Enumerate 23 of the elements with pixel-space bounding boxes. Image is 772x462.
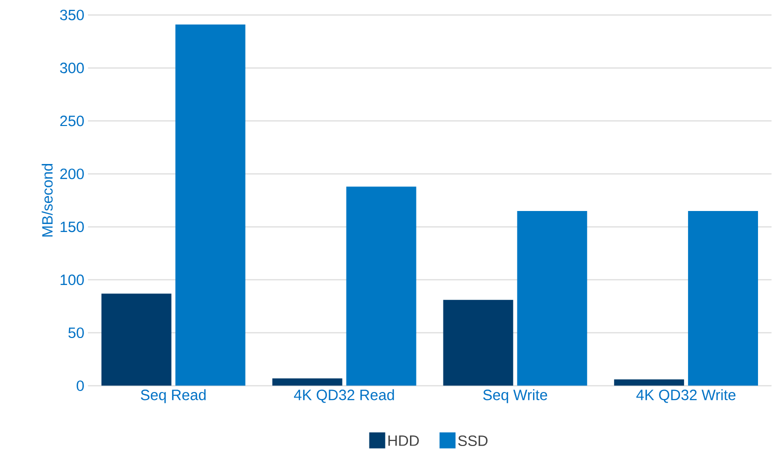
y-tick-label: 300 — [60, 62, 84, 74]
bar — [101, 294, 172, 386]
y-tick-label: 0 — [76, 380, 84, 392]
y-tick-label: 200 — [60, 168, 84, 180]
y-axis-title: MB/second — [42, 164, 53, 237]
legend-label: HDD — [388, 436, 419, 446]
bar — [688, 211, 758, 386]
x-tick-label: 4K QD32 Read — [294, 389, 394, 404]
bar — [272, 378, 342, 386]
x-tick-label: 4K QD32 Write — [636, 389, 736, 404]
y-tick-label: 100 — [60, 274, 84, 286]
bar — [517, 211, 588, 386]
y-tick-label: 350 — [60, 10, 84, 20]
x-tick-label: Seq Read — [140, 389, 206, 404]
y-tick-label: 250 — [60, 116, 84, 126]
bar — [443, 300, 514, 386]
x-tick-label: Seq Write — [483, 389, 548, 404]
y-tick-label: 150 — [60, 222, 84, 232]
bar — [175, 24, 246, 386]
y-tick-label: 50 — [68, 328, 84, 338]
bar — [614, 380, 684, 386]
bar — [346, 186, 416, 386]
legend-label: SSD — [458, 436, 488, 446]
